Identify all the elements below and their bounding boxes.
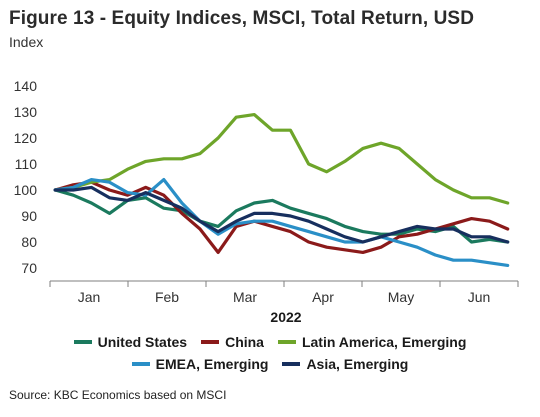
legend-row-1: United States China Latin America, Emergin… — [0, 334, 540, 350]
x-axis: Jan Feb Mar Apr May Jun 2022 — [49, 280, 519, 325]
series-line-china — [53, 180, 510, 254]
x-tick-label: Apr — [312, 289, 334, 305]
legend-label: Asia, Emerging — [306, 356, 409, 372]
legend-label: China — [225, 334, 264, 350]
x-tick-label: Mar — [233, 289, 257, 305]
series-lines — [53, 112, 510, 267]
source-note: Source: KBC Economics based on MSCI — [9, 388, 227, 402]
legend-label: Latin America, Emerging — [301, 334, 467, 350]
x-axis-label: 2022 — [270, 309, 301, 325]
y-tick-label: 80 — [21, 234, 37, 250]
legend-swatch — [73, 340, 92, 344]
line-chart: 70 80 90 100 110 120 130 140 Jan Feb Mar Apr May Jun… — [14, 78, 519, 325]
x-tick-label: Jan — [78, 289, 101, 305]
y-tick-label: 70 — [21, 260, 37, 276]
legend-item: EMEA, Emerging — [131, 356, 269, 372]
y-tick-label: 140 — [14, 78, 38, 94]
y-tick-label: 90 — [21, 208, 37, 224]
legend-swatch — [201, 340, 220, 344]
series-line-latin-america-emerging — [53, 112, 510, 205]
y-axis: 70 80 90 100 110 120 130 140 — [14, 78, 38, 276]
legend-item: Latin America, Emerging — [277, 334, 467, 350]
legend-item: China — [201, 334, 264, 350]
legend-swatch — [131, 362, 150, 366]
legend-row-2: EMEA, Emerging Asia, Emerging — [0, 356, 540, 372]
legend-swatch — [277, 340, 296, 344]
y-tick-label: 100 — [14, 182, 38, 198]
x-tick-label: May — [388, 289, 414, 305]
legend-item: United States — [73, 334, 188, 350]
y-tick-label: 130 — [14, 104, 38, 120]
y-tick-label: 110 — [15, 156, 38, 172]
x-tick-label: Feb — [155, 289, 179, 305]
series-line-emea-emerging — [53, 178, 510, 267]
legend-label: United States — [97, 334, 188, 350]
legend-swatch — [282, 362, 301, 366]
x-tick-label: Jun — [468, 289, 491, 305]
legend-item: Asia, Emerging — [282, 356, 408, 372]
series-line-asia-emerging — [53, 185, 510, 244]
chart-title: Figure 13 - Equity Indices, MSCI, Total … — [9, 8, 475, 29]
y-tick-label: 120 — [14, 130, 38, 146]
legend-label: EMEA, Emerging — [155, 356, 269, 372]
chart-subtitle: Index — [9, 34, 44, 50]
